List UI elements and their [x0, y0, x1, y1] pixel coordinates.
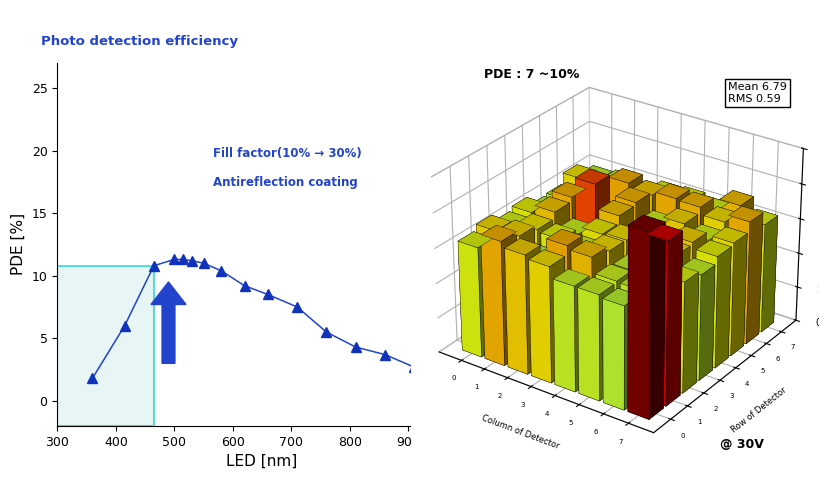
X-axis label: Column of Detector: Column of Detector — [480, 414, 560, 452]
Y-axis label: Row of Detector: Row of Detector — [731, 385, 789, 435]
X-axis label: LED [nm]: LED [nm] — [227, 454, 297, 469]
Text: Antireflection coating: Antireflection coating — [213, 176, 358, 189]
Text: PDE : 7 ~10%: PDE : 7 ~10% — [484, 68, 580, 81]
FancyArrow shape — [151, 282, 186, 363]
Bar — [57, 266, 154, 426]
Text: Mean 6.79
RMS 0.59: Mean 6.79 RMS 0.59 — [728, 82, 787, 104]
Text: Photo detection efficiency: Photo detection efficiency — [41, 35, 238, 48]
Y-axis label: PDE [%]: PDE [%] — [11, 213, 26, 275]
Text: @ 30V: @ 30V — [720, 438, 764, 451]
Text: Fill factor(10% → 30%): Fill factor(10% → 30%) — [213, 147, 362, 160]
Text: Photo detection efficiency: Photo detection efficiency — [10, 12, 422, 39]
